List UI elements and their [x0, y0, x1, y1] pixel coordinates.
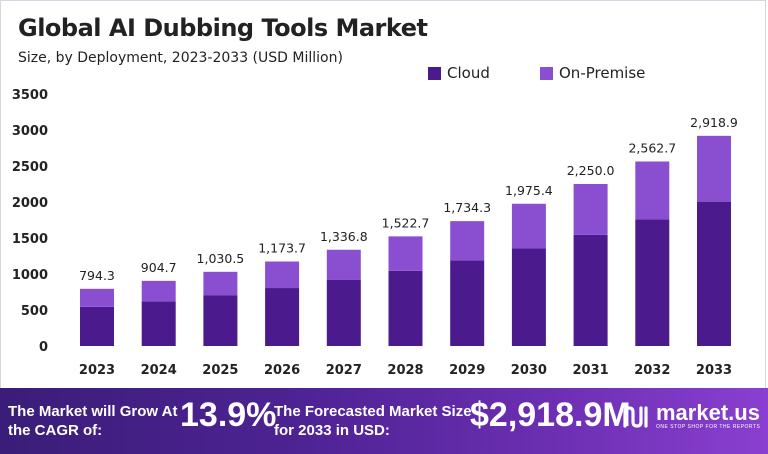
y-tick-label: 3000	[12, 124, 48, 139]
bar-cloud-2032	[635, 219, 670, 346]
bar-chart: 0 500 1000 1500 2000 2500 3000 3500 794.3 2023 904…	[12, 88, 738, 378]
data-label-2025: 1,030.5	[197, 251, 245, 266]
legend-swatch-on-premise	[540, 66, 553, 80]
data-label-2033: 2,918.9	[690, 115, 738, 130]
x-tick-label-2029: 2029	[449, 363, 485, 378]
bar-cloud-2031	[573, 234, 608, 346]
bar-cloud-2024	[141, 301, 176, 346]
data-label-2029: 1,734.3	[443, 200, 491, 215]
forecast-text: The Forecasted Market Size for 2033 in U…	[274, 403, 472, 439]
bar-cloud-2026	[265, 288, 300, 346]
y-tick-label: 3500	[12, 88, 48, 103]
bar-on-premise-2030	[511, 203, 546, 249]
bar-cloud-2025	[203, 295, 238, 346]
x-tick-label-2026: 2026	[264, 363, 300, 378]
y-tick-label: 0	[39, 340, 48, 355]
x-tick-label-2033: 2033	[696, 363, 732, 378]
y-tick-label: 1000	[12, 268, 48, 283]
data-label-2027: 1,336.8	[320, 229, 368, 244]
logo-mark-icon	[623, 405, 648, 428]
data-label-2026: 1,173.7	[258, 240, 306, 255]
bar-on-premise-2028	[388, 236, 423, 271]
y-tick-label: 1500	[12, 232, 48, 247]
x-tick-label-2031: 2031	[573, 363, 609, 378]
x-tick-label-2032: 2032	[634, 363, 670, 378]
bar-cloud-2028	[388, 270, 423, 346]
legend-swatch-cloud	[428, 66, 441, 80]
legend-label-cloud: Cloud	[447, 64, 490, 82]
brand-tagline: ONE STOP SHOP FOR THE REPORTS	[656, 424, 761, 430]
bar-cloud-2033	[697, 201, 731, 346]
x-tick-label-2025: 2025	[202, 363, 238, 378]
cagr-value: 13.9%	[180, 396, 277, 434]
x-tick-label-2030: 2030	[511, 363, 547, 378]
x-tick-label-2023: 2023	[79, 363, 115, 378]
legend-item-on-premise: On-Premise	[540, 64, 645, 82]
data-label-2031: 2,250.0	[567, 163, 615, 178]
brand-name: market.us	[656, 400, 760, 425]
y-tick-label: 500	[21, 304, 48, 319]
data-label-2024: 904.7	[141, 260, 177, 275]
bar-cloud-2023	[80, 306, 114, 346]
growth-text: The Market will Grow At the CAGR of:	[8, 403, 178, 439]
bar-on-premise-2024	[141, 280, 176, 302]
chart-title: Global AI Dubbing Tools Market	[18, 14, 428, 42]
bar-on-premise-2032	[635, 161, 670, 220]
bar-on-premise-2033	[697, 135, 731, 202]
forecast-value: $2,918.9M	[470, 396, 631, 434]
y-tick-label: 2000	[12, 196, 48, 211]
bar-on-premise-2025	[203, 271, 238, 296]
summary-banner: The Market will Grow At the CAGR of: 13.…	[0, 388, 768, 454]
data-label-2030: 1,975.4	[505, 183, 553, 198]
y-tick-label: 2500	[12, 160, 48, 175]
x-tick-label-2024: 2024	[141, 363, 177, 378]
data-label-2028: 1,522.7	[382, 215, 430, 230]
market-us-logo: market.us ONE STOP SHOP FOR THE REPORTS	[622, 402, 760, 431]
x-tick-label-2027: 2027	[326, 363, 362, 378]
bar-on-premise-2029	[450, 221, 485, 261]
data-label-2023: 794.3	[79, 268, 115, 283]
legend-label-on-premise: On-Premise	[559, 64, 646, 82]
legend-item-cloud: Cloud	[428, 64, 490, 82]
bar-on-premise-2026	[265, 261, 300, 289]
chart-subtitle: Size, by Deployment, 2023-2033 (USD Mill…	[18, 50, 343, 66]
bar-on-premise-2031	[573, 184, 608, 235]
bar-on-premise-2027	[326, 249, 361, 280]
x-tick-label-2028: 2028	[387, 363, 423, 378]
bar-cloud-2030	[511, 248, 546, 346]
bar-on-premise-2023	[80, 288, 114, 307]
bar-cloud-2027	[326, 279, 361, 346]
data-label-2032: 2,562.7	[628, 140, 676, 155]
bar-cloud-2029	[450, 260, 485, 346]
